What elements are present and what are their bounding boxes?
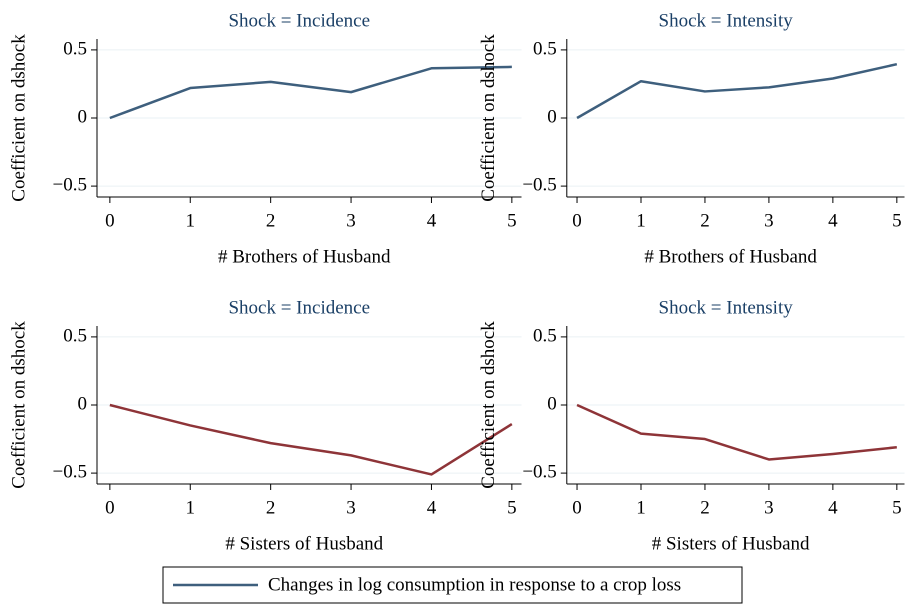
y-tick-label: 0 (78, 393, 88, 414)
x-axis-title: # Brothers of Husband (644, 246, 817, 267)
x-tick-label: 5 (892, 210, 902, 231)
x-tick-label: 0 (572, 497, 582, 518)
chart-title: Shock = Intensity (659, 297, 794, 318)
chart-title: Shock = Incidence (228, 297, 370, 318)
chart-title: Shock = Intensity (659, 10, 794, 31)
x-tick-label: 2 (700, 210, 710, 231)
x-tick-label: 4 (427, 497, 437, 518)
x-tick-label: 3 (764, 497, 774, 518)
x-tick-label: 2 (700, 497, 710, 518)
data-line (576, 62, 898, 120)
y-axis-title: Coefficient on dshock (478, 34, 499, 202)
x-tick-label: 1 (636, 210, 646, 231)
legend-box (162, 566, 743, 604)
y-tick-label: −0.5 (53, 461, 87, 482)
x-tick-label: 1 (186, 497, 196, 518)
y-tick-label: 0 (547, 106, 557, 127)
x-axis-title: # Sisters of Husband (225, 533, 383, 554)
x-tick-label: 3 (764, 210, 774, 231)
x-tick-label: 3 (346, 210, 356, 231)
x-tick-label: 5 (507, 497, 517, 518)
y-tick-label: 0.5 (63, 38, 87, 59)
y-tick-label: 0.5 (533, 38, 557, 59)
x-tick-label: 2 (266, 497, 276, 518)
y-tick-label: 0 (78, 106, 88, 127)
x-tick-label: 4 (427, 210, 437, 231)
y-tick-label: −0.5 (522, 461, 556, 482)
x-axis-title: # Sisters of Husband (652, 533, 810, 554)
data-line (576, 403, 897, 461)
data-line (109, 65, 512, 120)
x-tick-label: 5 (507, 210, 517, 231)
x-tick-label: 2 (266, 210, 276, 231)
x-tick-label: 5 (892, 497, 902, 518)
x-tick-label: 3 (346, 497, 356, 518)
y-axis-title: Coefficient on dshock (8, 321, 29, 489)
x-tick-label: 4 (828, 497, 838, 518)
x-tick-label: 0 (572, 210, 582, 231)
x-axis-title: # Brothers of Husband (218, 246, 391, 267)
chart-title: Shock = Incidence (228, 10, 370, 31)
x-tick-label: 0 (105, 497, 115, 518)
y-tick-label: 0.5 (533, 325, 557, 346)
y-tick-label: 0 (547, 393, 557, 414)
legend-label: Changes in log consumption in response t… (268, 574, 681, 595)
x-tick-label: 1 (186, 210, 196, 231)
y-tick-label: 0.5 (63, 325, 87, 346)
y-tick-label: −0.5 (522, 174, 556, 195)
x-tick-label: 4 (828, 210, 838, 231)
y-tick-label: −0.5 (53, 174, 87, 195)
x-tick-label: 0 (105, 210, 115, 231)
y-axis-title: Coefficient on dshock (478, 321, 499, 489)
x-tick-label: 1 (636, 497, 646, 518)
data-line (109, 403, 513, 476)
y-axis-title: Coefficient on dshock (8, 34, 29, 202)
